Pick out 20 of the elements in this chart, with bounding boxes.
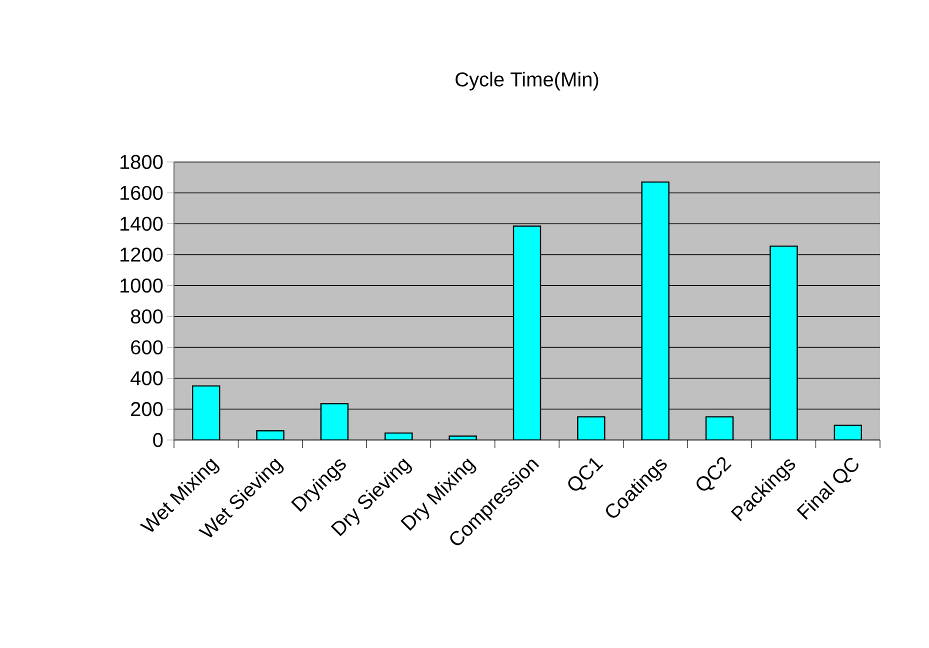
bar — [512, 225, 542, 440]
y-tick-label: 1000 — [120, 278, 163, 293]
y-tick-label: 400 — [130, 371, 163, 386]
x-tick-label: QC2 — [696, 457, 732, 491]
bar — [770, 246, 798, 440]
bar — [577, 416, 606, 440]
y-tick-label: 600 — [131, 340, 163, 354]
y-tick-label: 1600 — [120, 186, 163, 200]
y-tick-label: 1200 — [120, 248, 163, 262]
y-tick-label: 1400 — [120, 216, 163, 231]
y-tick-label: 1800 — [120, 154, 163, 170]
bar — [705, 416, 734, 440]
chart-title: Cycle Time(Min) — [456, 72, 598, 90]
x-tick-label: QC1 — [568, 458, 604, 491]
y-tick-label: 0 — [153, 432, 163, 448]
bar — [641, 181, 670, 440]
y-tick-label: 200 — [131, 402, 163, 416]
bar — [320, 403, 349, 440]
bar — [192, 385, 220, 440]
y-tick-label: 800 — [130, 309, 163, 324]
